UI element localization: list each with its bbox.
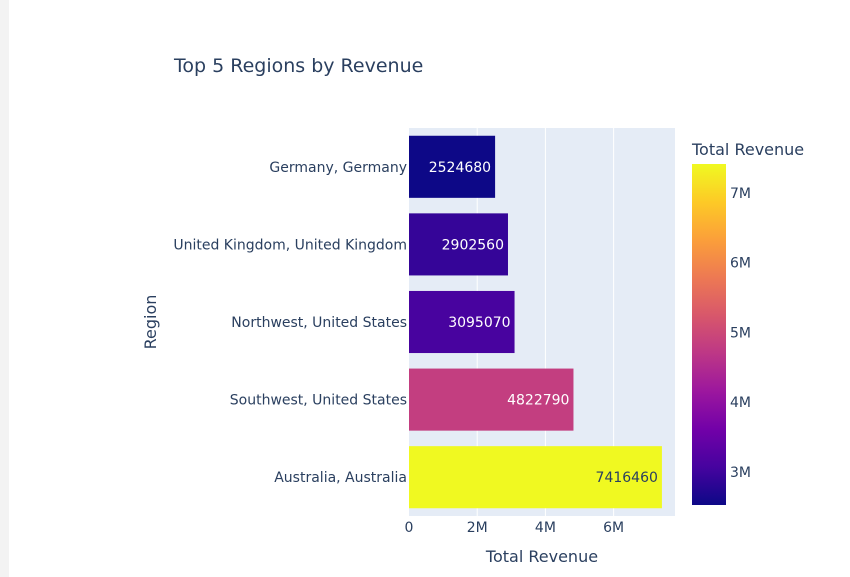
- bar: [409, 368, 574, 431]
- bar-labels: 2524680 2902560 3095070 4822790 7416460: [429, 160, 658, 486]
- y-tick-labels: Germany, Germany United Kingdom, United K…: [173, 160, 407, 486]
- x-tick-label: 6M: [603, 520, 624, 536]
- y-tick-label: Australia, Australia: [274, 470, 407, 486]
- colorbar-gradient: [692, 164, 726, 505]
- bar-value-label: 2902560: [442, 237, 504, 253]
- bar: [409, 213, 508, 276]
- colorbar-tick-label: 5M: [730, 325, 751, 341]
- bar: [409, 135, 496, 198]
- bar: [409, 290, 515, 354]
- y-axis-title: Region: [141, 295, 160, 350]
- bar-value-label: 3095070: [448, 315, 510, 331]
- colorbar: Total Revenue 3M 4M 5M 6M 7M: [691, 140, 804, 505]
- y-tick-label: Germany, Germany: [269, 160, 407, 176]
- x-tick-labels: 0 2M 4M 6M: [405, 520, 625, 536]
- bar-value-label: 4822790: [507, 393, 569, 409]
- bars: [409, 135, 662, 509]
- colorbar-tick-label: 3M: [730, 465, 751, 481]
- x-tick-label: 4M: [535, 520, 556, 536]
- x-tick-label: 0: [405, 520, 414, 536]
- chart-title: Top 5 Regions by Revenue: [173, 55, 423, 77]
- x-tick-label: 2M: [467, 520, 488, 536]
- y-tick-label: United Kingdom, United Kingdom: [173, 237, 407, 253]
- bar: [409, 446, 662, 509]
- bar-value-label: 7416460: [596, 470, 658, 486]
- colorbar-tick-label: 4M: [730, 395, 751, 411]
- x-axis-title: Total Revenue: [485, 547, 598, 566]
- bar-value-label: 2524680: [429, 160, 491, 176]
- colorbar-tick-label: 6M: [730, 256, 751, 272]
- y-tick-label: Northwest, United States: [231, 315, 407, 331]
- colorbar-title: Total Revenue: [691, 140, 804, 159]
- left-edge-strip: [0, 0, 9, 577]
- y-tick-label: Southwest, United States: [230, 393, 407, 409]
- colorbar-tick-label: 7M: [730, 186, 751, 202]
